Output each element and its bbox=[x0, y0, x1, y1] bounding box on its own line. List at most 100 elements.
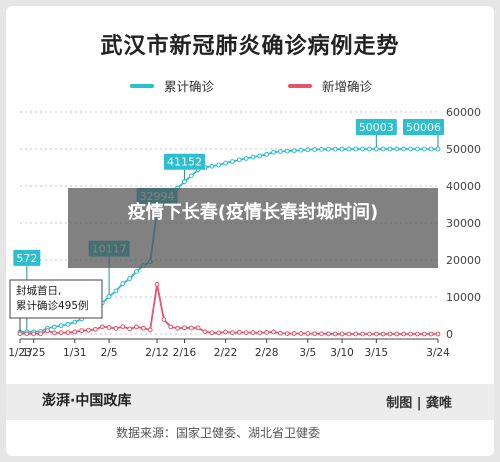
x-tick-label: 2/12 bbox=[145, 347, 169, 359]
point-daily-new bbox=[79, 328, 85, 334]
point-cumulative bbox=[271, 149, 276, 155]
point-cumulative bbox=[236, 157, 242, 163]
point-daily-new bbox=[223, 329, 228, 335]
point-daily-new bbox=[168, 324, 174, 330]
point-cumulative bbox=[257, 153, 263, 159]
x-tick-label: 2/5 bbox=[101, 347, 118, 359]
point-daily-new bbox=[346, 331, 352, 337]
point-cumulative bbox=[113, 288, 119, 294]
point-cumulative bbox=[72, 319, 78, 325]
point-daily-new bbox=[92, 327, 98, 332]
point-daily-new bbox=[182, 325, 187, 331]
legend-swatch-daily-new bbox=[288, 83, 312, 88]
y-tick-label: 0 bbox=[446, 328, 453, 341]
value-label: 572 bbox=[16, 252, 37, 265]
y-tick-label: 50000 bbox=[446, 143, 481, 156]
point-cumulative bbox=[319, 146, 324, 152]
point-daily-new bbox=[45, 328, 50, 334]
point-daily-new bbox=[415, 331, 420, 337]
point-daily-new bbox=[127, 326, 133, 332]
point-daily-new bbox=[271, 329, 276, 335]
point-cumulative bbox=[120, 281, 126, 287]
point-daily-new bbox=[38, 331, 43, 337]
x-tick-label: 1/23 bbox=[8, 347, 32, 359]
y-tick-label: 10000 bbox=[446, 291, 481, 304]
y-tick-label: 20000 bbox=[446, 254, 481, 267]
annotation-text: 累计确诊495例 bbox=[16, 299, 89, 312]
point-cumulative bbox=[134, 269, 139, 274]
point-daily-new bbox=[305, 331, 311, 336]
point-cumulative bbox=[250, 154, 256, 160]
point-cumulative bbox=[428, 146, 434, 152]
brand-logo: 澎湃·中国政库 bbox=[42, 393, 132, 409]
point-daily-new bbox=[435, 331, 441, 337]
point-cumulative bbox=[380, 146, 386, 152]
point-daily-new bbox=[58, 330, 64, 336]
point-daily-new bbox=[106, 325, 112, 330]
y-tick-label: 60000 bbox=[446, 106, 481, 119]
point-daily-new bbox=[243, 330, 249, 336]
point-daily-new bbox=[401, 331, 407, 337]
data-source: 数据来源：国家卫健委、湖北省卫健委 bbox=[116, 426, 321, 440]
point-daily-new bbox=[325, 331, 331, 337]
point-daily-new bbox=[31, 331, 37, 337]
x-tick-label: 2/16 bbox=[173, 347, 197, 359]
x-tick-label: 3/24 bbox=[426, 347, 450, 359]
point-cumulative bbox=[216, 162, 222, 168]
value-label-box bbox=[163, 153, 205, 170]
point-cumulative bbox=[339, 146, 345, 152]
chart-credit: 制图 | 龚唯 bbox=[386, 396, 452, 411]
caption-overlay bbox=[68, 188, 438, 268]
legend-item-daily-new: 新增确诊 bbox=[288, 76, 372, 95]
point-daily-new bbox=[277, 330, 283, 336]
point-daily-new bbox=[51, 330, 57, 336]
point-daily-new bbox=[312, 331, 318, 337]
point-daily-new bbox=[291, 331, 297, 336]
point-cumulative bbox=[182, 179, 187, 185]
x-tick-label: 1/25 bbox=[22, 347, 46, 359]
point-daily-new bbox=[24, 331, 30, 337]
point-cumulative bbox=[188, 173, 194, 179]
point-daily-new bbox=[421, 331, 427, 337]
point-cumulative bbox=[332, 146, 338, 152]
point-daily-new bbox=[120, 324, 126, 330]
point-cumulative bbox=[312, 147, 318, 152]
footer-bar bbox=[6, 384, 494, 420]
point-cumulative bbox=[209, 163, 215, 169]
x-tick-label: 3/15 bbox=[365, 347, 389, 359]
point-daily-new bbox=[175, 325, 181, 331]
point-cumulative bbox=[230, 159, 235, 164]
value-label: 50003 bbox=[359, 121, 394, 134]
point-daily-new bbox=[209, 330, 215, 336]
chart-title: 武汉市新冠肺炎确诊病例走势 bbox=[100, 34, 400, 59]
x-tick-label: 3/5 bbox=[299, 347, 316, 359]
point-daily-new bbox=[140, 325, 146, 331]
point-daily-new bbox=[298, 331, 304, 336]
point-daily-new bbox=[332, 331, 338, 337]
point-cumulative bbox=[401, 146, 407, 152]
point-daily-new bbox=[373, 331, 379, 337]
legend-label-cumulative: 累计确诊 bbox=[164, 79, 215, 94]
point-cumulative bbox=[106, 294, 112, 299]
point-daily-new bbox=[113, 326, 119, 331]
point-cumulative bbox=[346, 146, 352, 152]
value-label: 50006 bbox=[406, 121, 441, 134]
point-cumulative bbox=[284, 148, 290, 154]
point-cumulative bbox=[51, 324, 57, 330]
caption-overlay-text: 疫情下长春(疫情长春封城时间) bbox=[127, 202, 379, 223]
point-cumulative bbox=[243, 156, 249, 161]
value-label: 41152 bbox=[167, 156, 202, 169]
annotation-text: 封城首日, bbox=[16, 284, 61, 297]
point-cumulative bbox=[408, 146, 413, 152]
legend-label-daily-new: 新增确诊 bbox=[322, 79, 373, 94]
point-daily-new bbox=[428, 331, 434, 337]
point-daily-new bbox=[367, 331, 372, 337]
legend-swatch-cumulative bbox=[130, 83, 154, 88]
value-label-box bbox=[355, 118, 397, 135]
point-daily-new bbox=[264, 330, 270, 335]
annotation-box bbox=[9, 279, 103, 319]
point-cumulative bbox=[325, 146, 331, 152]
value-label-box bbox=[403, 118, 444, 135]
x-tick-label: 2/28 bbox=[255, 347, 279, 359]
point-daily-new bbox=[188, 325, 194, 331]
